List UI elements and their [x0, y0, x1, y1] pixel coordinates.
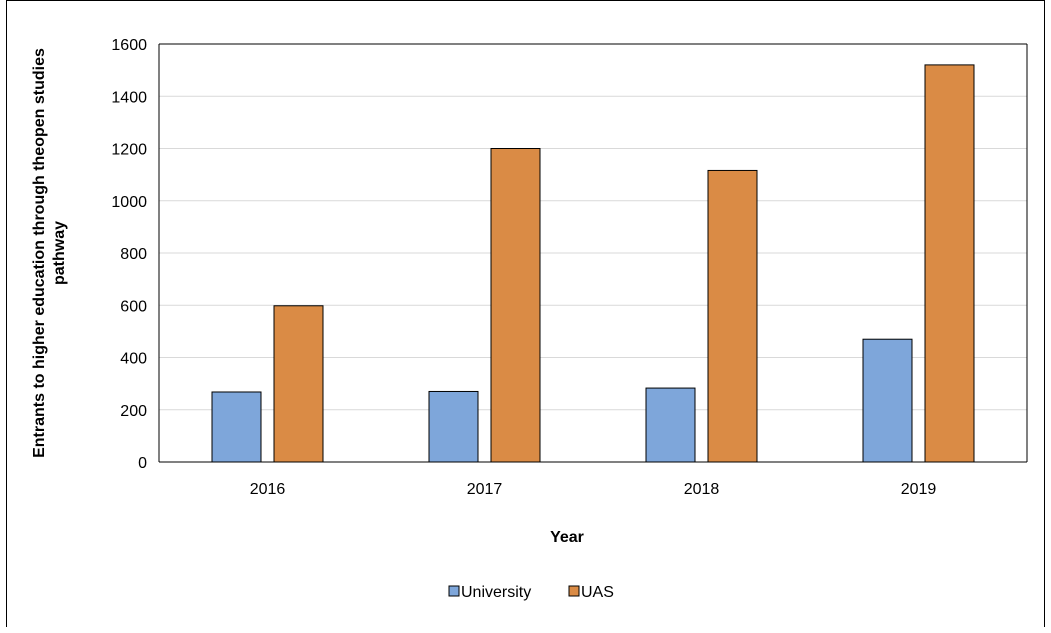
y-axis-title-line-1: Entrants to higher education through the… — [31, 48, 48, 458]
y-tick-label: 1600 — [111, 37, 147, 54]
y-tick-label: 0 — [138, 455, 147, 472]
x-tick-label: 2018 — [684, 481, 720, 498]
legend: University UAS — [448, 584, 614, 601]
bar-uas-2017 — [490, 148, 541, 463]
y-tick-label: 400 — [120, 351, 147, 368]
axes: 0 200 400 600 800 1000 1200 1400 1600 2016 2017 201… — [111, 37, 1028, 498]
chart-frame: 0 200 400 600 800 1000 1200 1400 1600 2016 2017 201… — [6, 0, 1045, 627]
legend-swatch-uas — [568, 585, 580, 597]
legend-label-uas: UAS — [581, 584, 614, 601]
legend-label-university: University — [461, 584, 531, 601]
y-tick-label: 200 — [120, 403, 147, 420]
y-tick-label: 1400 — [111, 89, 147, 106]
y-axis-title-line-2: pathway — [51, 221, 68, 285]
y-tick-label: 600 — [120, 298, 147, 315]
bar-university-2018 — [645, 387, 696, 463]
x-tick-label: 2019 — [901, 481, 937, 498]
bar-university-2017 — [428, 390, 479, 463]
y-tick-label: 1200 — [111, 142, 147, 159]
bar-chart: 0 200 400 600 800 1000 1200 1400 1600 2016 2017 201… — [31, 37, 1028, 601]
bar-university-2019 — [862, 338, 913, 463]
x-tick-label: 2016 — [250, 481, 286, 498]
y-tick-label: 800 — [120, 246, 147, 263]
x-axis-title: Year — [550, 529, 584, 546]
x-tick-label: 2017 — [467, 481, 503, 498]
bar-uas-2016 — [273, 305, 324, 463]
bar-university-2016 — [211, 391, 262, 463]
bar-uas-2018 — [707, 169, 758, 463]
legend-swatch-university — [448, 585, 460, 597]
bar-uas-2019 — [924, 64, 975, 463]
bars — [211, 64, 975, 463]
y-tick-label: 1000 — [111, 194, 147, 211]
